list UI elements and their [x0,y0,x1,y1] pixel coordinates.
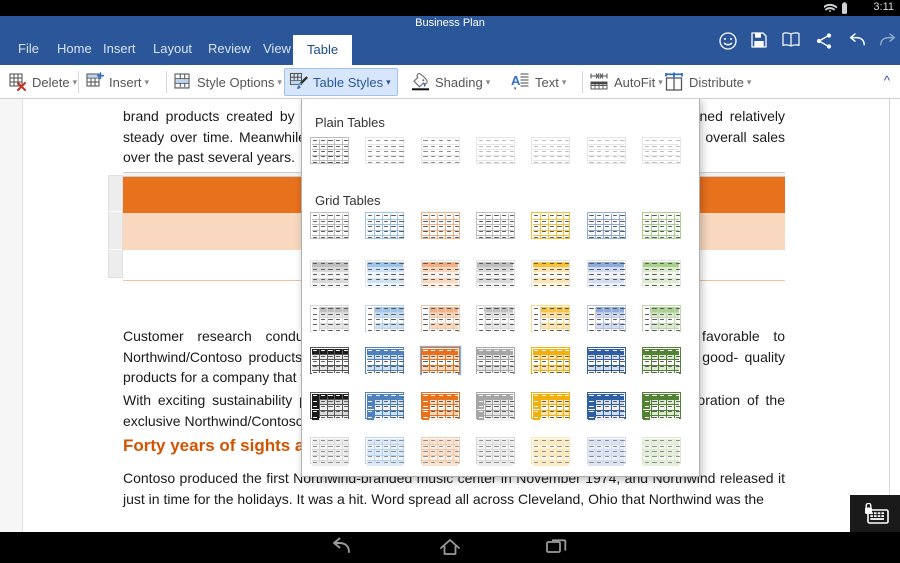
svg-text:A: A [511,73,521,88]
